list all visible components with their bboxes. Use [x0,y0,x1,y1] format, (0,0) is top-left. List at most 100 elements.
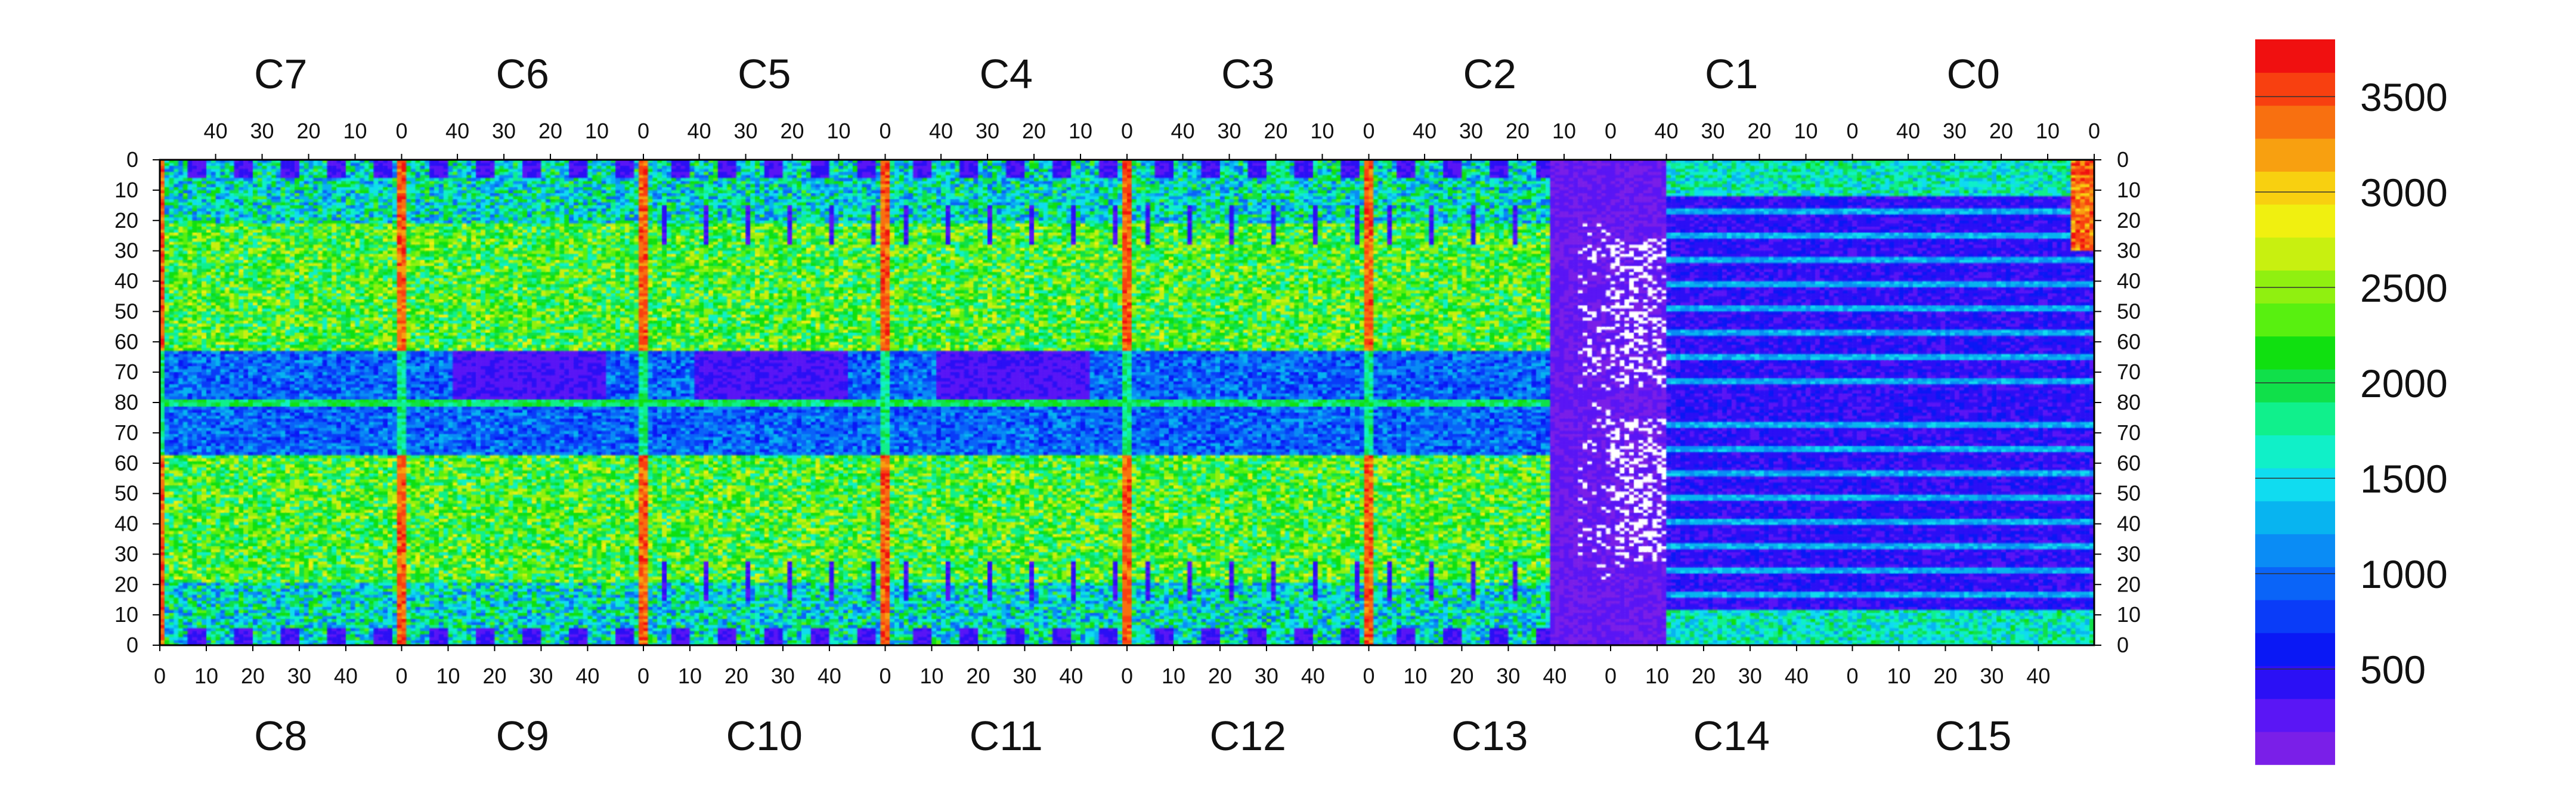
top-x-tick-label: 30 [734,119,758,143]
bottom-x-tick-label: 30 [529,664,553,688]
top-x-tick-label: 10 [1310,119,1334,143]
top-x-tick-label: 0 [395,119,407,143]
chip-labels: C7 C6 C5 C4 C3 C2 C1 C0 C8 C9 C10 C11 C12 C13 C14 C15 [254,51,2011,759]
top-chip-label: C1 [1705,51,1758,97]
left-y-tick-label: 0 [126,147,138,172]
top-x-tick-label: 30 [250,119,274,143]
heatmap-cells [160,160,2094,645]
colorbar-segment [2255,599,2335,633]
right-y-tick-label: 60 [2117,329,2141,354]
colorbar-segment [2255,467,2335,501]
top-x-tick-label: 0 [879,119,891,143]
left-y-tick-label: 10 [114,602,138,627]
right-y-tick-label: 0 [2117,147,2129,172]
left-y-tick-label: 60 [114,451,138,475]
top-x-tick-label: 10 [1069,119,1092,143]
top-x-tick-label: 10 [1552,119,1576,143]
right-y-tick-label: 50 [2117,481,2141,506]
right-y-tick-label: 10 [2117,178,2141,202]
colorbar-segment [2255,105,2335,139]
top-chip-label: C0 [1947,51,2000,97]
top-x-tick-label: 10 [2036,119,2060,143]
top-x-tick-label: 40 [1896,119,1920,143]
bottom-x-tick-label: 30 [1980,664,2004,688]
top-x-tick-label: 30 [1459,119,1483,143]
colorbar-segment [2255,731,2335,765]
top-x-tick-label: 20 [538,119,562,143]
top-chip-label: C6 [496,51,549,97]
right-y-tick-label: 20 [2117,572,2141,596]
bottom-x-tick-label: 40 [575,664,599,688]
bottom-x-tick-label: 30 [1255,664,1278,688]
top-chip-label: C5 [738,51,791,97]
colorbar-tick-label: 500 [2360,648,2426,692]
bottom-x-tick-label: 0 [1846,664,1858,688]
bottom-x-tick-label: 20 [241,664,265,688]
bottom-x-tick-label: 10 [1162,664,1185,688]
bottom-x-tick-label: 20 [1208,664,1232,688]
left-y-tick-label: 30 [114,541,138,566]
bottom-x-tick-label: 0 [1605,664,1617,688]
right-y-tick-label: 40 [2117,269,2141,293]
colorbar-tick-label: 1500 [2360,457,2448,501]
colorbar-segment [2255,204,2335,238]
left-y-tick-label: 0 [126,633,138,657]
top-x-tick-label: 20 [781,119,804,143]
left-y-tick-label: 40 [114,512,138,536]
left-y-tick-label: 20 [114,572,138,596]
bottom-x-tick-label: 0 [1121,664,1133,688]
bottom-x-tick-label: 20 [1692,664,1716,688]
top-x-tick-label: 20 [1748,119,1772,143]
top-x-tick-label: 0 [637,119,649,143]
bottom-x-tick-label: 40 [1785,664,1809,688]
left-y-tick-label: 30 [114,239,138,263]
bottom-x-tick-label: 20 [966,664,990,688]
bottom-x-tick-label: 30 [287,664,311,688]
heatmap-image [160,160,2094,645]
bottom-x-tick-label: 40 [1543,664,1566,688]
color-scale: 500 1000 1500 2000 2500 3000 3500 [2255,39,2448,765]
bottom-x-tick-label: 30 [1496,664,1520,688]
left-y-tick-label: 40 [114,269,138,293]
bottom-x-tick-label: 10 [436,664,460,688]
right-y-tick-label: 70 [2117,420,2141,445]
right-y-tick-label: 30 [2117,239,2141,263]
top-x-tick-label: 40 [688,119,711,143]
bottom-x-tick-label: 10 [678,664,702,688]
top-x-tick-label: 20 [297,119,321,143]
bottom-x-tick-label: 20 [724,664,748,688]
colorbar-segment [2255,665,2335,699]
right-y-tick-label: 30 [2117,541,2141,566]
colorbar-segment [2255,39,2335,73]
colorbar-segment [2255,270,2335,304]
top-x-tick-label: 30 [976,119,999,143]
bottom-x-tick-label: 20 [1450,664,1473,688]
top-x-tick-label: 0 [1363,119,1374,143]
top-x-tick-label: 30 [492,119,516,143]
bottom-x-tick-label: 30 [1013,664,1036,688]
top-x-tick-label: 30 [1218,119,1241,143]
bottom-x-tick-label: 10 [1887,664,1911,688]
left-y-tick-label: 10 [114,178,138,202]
top-x-tick-label: 10 [1794,119,1818,143]
bottom-x-tick-label: 0 [395,664,407,688]
colorbar-segment [2255,336,2335,370]
bottom-x-tick-label: 10 [919,664,943,688]
left-y-tick-label: 80 [114,390,138,414]
colorbar-segment [2255,566,2335,600]
colorbar-tick-label: 2000 [2360,361,2448,405]
top-x-tick-label: 10 [585,119,609,143]
bottom-chip-label: C8 [254,713,307,759]
top-x-tick-label: 20 [1264,119,1288,143]
bottom-x-tick-label: 20 [482,664,506,688]
colorbar-tick-label: 2500 [2360,266,2448,310]
top-x-tick-label: 0 [1605,119,1617,143]
colorbar-segment [2255,138,2335,172]
left-y-tick-label: 50 [114,299,138,323]
bottom-chip-label: C15 [1935,713,2011,759]
bottom-x-tick-label: 40 [2026,664,2050,688]
left-y-tick-label: 70 [114,360,138,384]
bottom-x-tick-label: 0 [154,664,166,688]
top-x-tick-label: 30 [1701,119,1725,143]
